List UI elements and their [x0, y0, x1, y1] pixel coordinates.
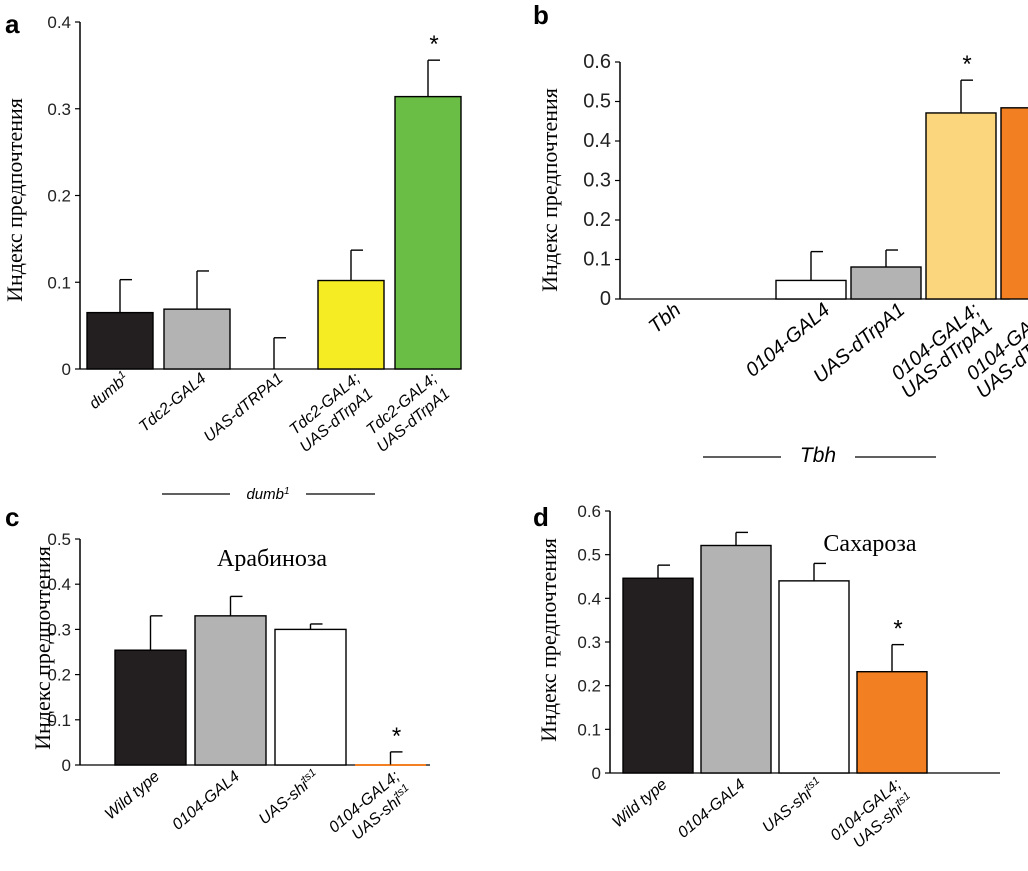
bar-5	[1000, 107, 1028, 300]
bar-4	[317, 279, 385, 370]
y-tick-label: 0.2	[47, 187, 71, 206]
category-label-4: 0104-GAL4;UAS-shits1	[326, 768, 416, 852]
y-tick-label: 0.2	[577, 677, 601, 696]
panel-letter-b: b	[533, 0, 549, 30]
y-tick-label: 0	[62, 360, 71, 379]
y-tick-label: 0.3	[577, 633, 601, 652]
y-tick-label: 0	[600, 288, 611, 310]
category-label-2: 0104-GAL4	[675, 776, 749, 842]
y-tick-label: 0.1	[583, 249, 611, 271]
significance-mark: *	[893, 616, 902, 643]
category-label-2: 0104-GAL4	[169, 768, 243, 834]
y-tick-label: 0.4	[47, 13, 71, 32]
y-tick-label: 0.6	[577, 502, 601, 521]
y-axis-label: Индекс предпочтения	[537, 88, 562, 292]
panel-b: b 0 0.1 0.2 0.3 0.4 0.5 0.6 Индекс предпочтения T…	[533, 0, 1028, 467]
y-tick-label: 0.3	[583, 170, 611, 192]
y-tick-label: 0.3	[47, 100, 71, 119]
panel-letter-c: c	[5, 502, 19, 532]
significance-mark: *	[962, 51, 971, 78]
bar-1	[114, 649, 187, 766]
group-label: dumb1	[246, 486, 289, 504]
y-axis-label: Индекс предпочтения	[536, 538, 561, 742]
panel-letter-d: d	[533, 502, 549, 532]
category-label-2: Tdc2-GAL4	[136, 370, 210, 436]
y-tick-label: 0	[62, 756, 71, 775]
category-label-1: Tbh	[645, 299, 686, 338]
bar-3	[778, 580, 850, 774]
y-tick-label: 0.4	[47, 575, 71, 594]
category-label-3: UAS-shits1	[255, 767, 323, 829]
significance-mark: *	[392, 723, 401, 750]
bar-2	[194, 615, 267, 766]
category-label-3: UAS-shits1	[758, 775, 826, 837]
y-tick-label: 0.1	[47, 273, 71, 292]
y-tick-label: 0.1	[577, 720, 601, 739]
category-label-1: dumb1	[85, 369, 133, 413]
bar-2	[163, 308, 231, 370]
y-tick-label: 0.4	[583, 130, 611, 152]
bar-2	[700, 544, 772, 774]
y-axis-label: Индекс предпочтения	[30, 546, 55, 750]
y-tick-label: 0.1	[47, 711, 71, 730]
bar-3	[850, 266, 922, 300]
category-label-1: Wild type	[102, 768, 163, 823]
category-label-1: Wild type	[609, 776, 670, 831]
panel-letter-a: a	[5, 9, 20, 39]
bar-2	[775, 279, 847, 300]
chart-title: Сахароза	[823, 531, 916, 557]
group-label: Tbh	[800, 444, 836, 467]
y-tick-label: 0.4	[577, 589, 601, 608]
y-tick-label: 0.2	[47, 666, 71, 685]
y-tick-label: 0.6	[583, 51, 611, 73]
bar-1	[622, 577, 694, 774]
significance-mark: *	[429, 31, 438, 58]
bar-5	[394, 95, 462, 370]
bar-4	[925, 112, 997, 300]
y-tick-label: 0.3	[47, 620, 71, 639]
category-label-5: Tdc2-GAL4;UAS-dTrpA1	[361, 370, 453, 456]
category-label-4: 0104-GAL4;UAS-shits1	[828, 776, 918, 860]
y-tick-label: 0.5	[577, 546, 601, 565]
y-tick-label: 0.5	[583, 91, 611, 113]
y-tick-label: 0	[592, 764, 601, 783]
category-label-3: UAS-dTRPA1	[201, 370, 287, 446]
category-label-4: Tdc2-GAL4;UAS-dTrpA1	[284, 370, 376, 456]
y-axis-label: Индекс предпочтения	[2, 98, 27, 302]
chart-title: Арабиноза	[217, 546, 327, 572]
bar-1	[86, 311, 154, 370]
bar-4	[856, 670, 928, 774]
y-tick-label: 0.2	[583, 209, 611, 231]
y-tick-label: 0.5	[47, 530, 71, 549]
bar-3	[274, 628, 347, 766]
panel-d: d 0 0.1 0.2 0.3 0.4 0.5 0.6 Индекс предпочтения С…	[533, 502, 1000, 860]
